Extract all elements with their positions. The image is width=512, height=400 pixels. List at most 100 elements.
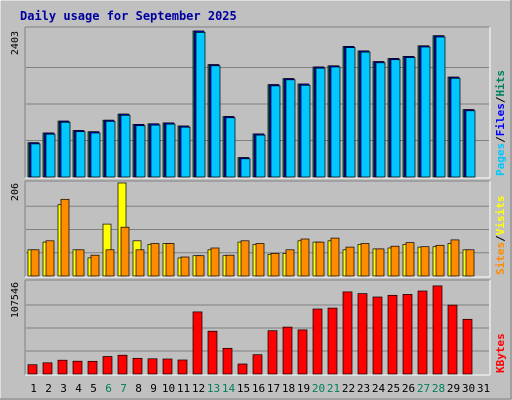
x-label-day-18: 18 bbox=[282, 382, 295, 395]
x-axis-labels: 1 2 3 4 5 6 7 8 9 10 11 12 13 14 15 16 17 18 19 20 21 22 23 24 2… bbox=[30, 382, 490, 395]
legend-hits: Hits bbox=[494, 70, 507, 97]
bar-pages-day-18 bbox=[285, 79, 296, 178]
bar-kbytes-day-5 bbox=[87, 360, 98, 375]
bar-sites-day-16 bbox=[255, 243, 265, 277]
bar-sites-day-10 bbox=[165, 243, 175, 277]
bar-sites-day-17 bbox=[270, 253, 280, 277]
bar-sites-day-19 bbox=[300, 238, 310, 277]
bar-sites-day-7 bbox=[120, 226, 130, 277]
bar-pages-day-19 bbox=[300, 84, 311, 178]
x-label-day-30: 30 bbox=[462, 382, 475, 395]
bar-pages-day-5 bbox=[90, 132, 101, 178]
bar-sites-day-23 bbox=[360, 243, 370, 277]
kbytes-legend: KBytes bbox=[494, 333, 507, 373]
x-label-day-25: 25 bbox=[387, 382, 400, 395]
bar-kbytes-day-15 bbox=[237, 363, 248, 375]
x-label-day-10: 10 bbox=[162, 382, 175, 395]
x-label-day-2: 2 bbox=[45, 382, 52, 395]
bar-kbytes-day-20 bbox=[312, 308, 323, 375]
bar-kbytes-day-12 bbox=[192, 311, 203, 375]
bar-pages-day-8 bbox=[135, 125, 146, 178]
bar-sites-day-6 bbox=[105, 249, 115, 277]
bar-pages-day-25 bbox=[390, 59, 401, 178]
bar-pages-day-17 bbox=[270, 85, 281, 178]
bar-pages-day-2 bbox=[45, 133, 56, 178]
bar-pages-day-26 bbox=[405, 57, 416, 178]
bar-sites-day-5 bbox=[90, 254, 100, 277]
x-label-day-3: 3 bbox=[60, 382, 67, 395]
y-max-label: 2403 bbox=[10, 31, 21, 55]
x-label-day-14: 14 bbox=[222, 382, 236, 395]
chart-panels: 2403Pages/Files/Hits206Sites/Visits10754… bbox=[10, 26, 507, 376]
bar-sites-day-20 bbox=[315, 241, 325, 277]
x-label-day-8: 8 bbox=[135, 382, 142, 395]
bar-kbytes-day-13 bbox=[207, 330, 218, 375]
bar-pages-day-12 bbox=[195, 32, 206, 178]
x-label-day-16: 16 bbox=[252, 382, 265, 395]
bar-sites-day-4 bbox=[75, 249, 85, 277]
legend-kbytes: KBytes bbox=[494, 333, 507, 373]
bar-kbytes-day-17 bbox=[267, 330, 278, 375]
x-label-day-24: 24 bbox=[372, 382, 386, 395]
bar-pages-day-27 bbox=[420, 46, 431, 178]
bar-kbytes-day-27 bbox=[417, 290, 428, 375]
bar-sites-day-22 bbox=[345, 246, 355, 277]
bar-pages-day-4 bbox=[75, 131, 86, 178]
bar-kbytes-day-7 bbox=[117, 354, 128, 375]
x-label-day-23: 23 bbox=[357, 382, 370, 395]
x-label-day-28: 28 bbox=[432, 382, 445, 395]
bar-sites-day-24 bbox=[375, 248, 385, 277]
x-label-day-13: 13 bbox=[207, 382, 220, 395]
x-label-day-15: 15 bbox=[237, 382, 250, 395]
bar-sites-day-13 bbox=[210, 247, 220, 277]
y-max-label: 107546 bbox=[10, 282, 21, 318]
bar-pages-day-21 bbox=[330, 66, 341, 178]
x-label-day-26: 26 bbox=[402, 382, 415, 395]
x-label-day-6: 6 bbox=[105, 382, 112, 395]
x-label-day-22: 22 bbox=[342, 382, 355, 395]
bar-sites-day-30 bbox=[465, 249, 475, 277]
bar-sites-day-8 bbox=[135, 249, 145, 277]
hits-files-pages-legend: Pages/Files/Hits bbox=[494, 70, 507, 176]
bar-kbytes-day-22 bbox=[342, 291, 353, 375]
x-label-day-29: 29 bbox=[447, 382, 460, 395]
bar-sites-day-28 bbox=[435, 244, 445, 277]
bar-pages-day-7 bbox=[120, 114, 131, 178]
bar-sites-day-26 bbox=[405, 242, 415, 277]
legend-files: Files bbox=[494, 103, 507, 136]
x-label-day-7: 7 bbox=[120, 382, 127, 395]
bar-sites-day-29 bbox=[450, 239, 460, 277]
legend-separator: / bbox=[494, 96, 507, 103]
x-label-day-9: 9 bbox=[150, 382, 157, 395]
bar-sites-day-25 bbox=[390, 245, 400, 277]
chart-title: Daily usage for September 2025 bbox=[20, 9, 237, 23]
x-label-day-27: 27 bbox=[417, 382, 430, 395]
legend-pages: Pages bbox=[494, 143, 507, 176]
bar-pages-day-22 bbox=[345, 47, 356, 178]
bar-sites-day-27 bbox=[420, 246, 430, 277]
bar-pages-day-30 bbox=[465, 110, 476, 178]
bar-pages-day-28 bbox=[435, 36, 446, 178]
x-label-day-21: 21 bbox=[327, 382, 340, 395]
bar-sites-day-3 bbox=[60, 198, 70, 277]
bar-pages-day-10 bbox=[165, 123, 176, 178]
bar-pages-day-23 bbox=[360, 51, 371, 178]
x-label-day-12: 12 bbox=[192, 382, 205, 395]
bar-pages-day-1 bbox=[30, 143, 41, 178]
bar-sites-day-21 bbox=[330, 237, 340, 277]
bar-pages-day-13 bbox=[210, 65, 221, 178]
kbytes-panel: 107546 KBytes bbox=[10, 279, 507, 376]
x-label-day-5: 5 bbox=[90, 382, 97, 395]
bar-kbytes-day-9 bbox=[147, 358, 158, 375]
legend-separator: / bbox=[494, 235, 507, 242]
bar-pages-day-9 bbox=[150, 124, 161, 178]
bar-kbytes-day-6 bbox=[102, 356, 113, 375]
bar-kbytes-day-10 bbox=[162, 358, 173, 375]
bar-kbytes-day-18 bbox=[282, 326, 293, 375]
bar-kbytes-day-28 bbox=[432, 285, 443, 375]
x-label-day-20: 20 bbox=[312, 382, 325, 395]
bar-kbytes-day-24 bbox=[372, 296, 383, 375]
x-label-day-31: 31 bbox=[477, 382, 490, 395]
